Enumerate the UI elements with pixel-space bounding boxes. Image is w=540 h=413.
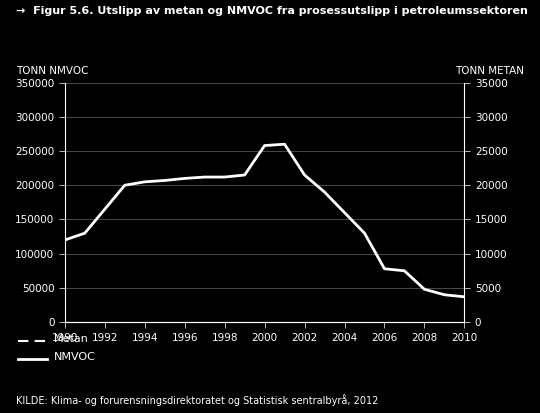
Text: NMVOC: NMVOC (54, 352, 96, 362)
Text: Metan: Metan (54, 334, 89, 344)
Text: TONN METAN: TONN METAN (455, 66, 524, 76)
Text: KILDE: Klima- og forurensningsdirektoratet og Statistisk sentralbyrå, 2012: KILDE: Klima- og forurensningsdirektorat… (16, 394, 379, 406)
Text: TONN NMVOC: TONN NMVOC (16, 66, 89, 76)
Text: →  Figur 5.6. Utslipp av metan og NMVOC fra prosessutslipp i petroleumssektoren: → Figur 5.6. Utslipp av metan og NMVOC f… (16, 6, 528, 16)
